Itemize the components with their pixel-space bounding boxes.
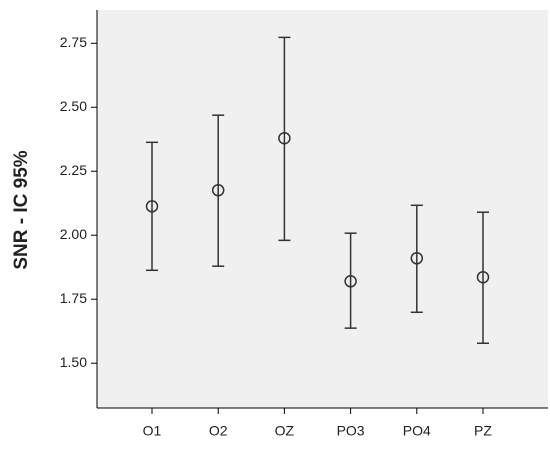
error-bar <box>146 141 158 272</box>
x-tick-label: PO3 <box>337 423 365 439</box>
y-tick-label: 1.50 <box>60 354 87 370</box>
mean-marker <box>344 275 357 288</box>
y-tick-label: 2.50 <box>60 98 87 114</box>
y-tick-label: 2.00 <box>60 226 87 242</box>
x-tick-label: O2 <box>209 423 228 439</box>
mean-marker <box>410 252 424 265</box>
x-tick-label: O1 <box>143 423 162 439</box>
mean-marker <box>145 200 159 213</box>
x-tick-label: OZ <box>275 423 295 439</box>
y-tick-label: 2.25 <box>60 162 87 178</box>
y-axis-label: SNR - IC 95% <box>11 150 32 269</box>
error-bar <box>477 211 489 344</box>
x-tick-label: PO4 <box>403 423 431 439</box>
error-bar <box>278 36 291 242</box>
mean-marker <box>278 131 291 145</box>
error-bar <box>212 114 225 267</box>
y-tick-label: 2.75 <box>60 34 87 50</box>
error-bar <box>344 232 357 329</box>
y-tick-label: 1.75 <box>60 290 87 306</box>
mean-marker <box>476 270 490 284</box>
x-tick-label: PZ <box>474 423 492 439</box>
plot-area <box>97 10 548 408</box>
error-bar <box>410 204 423 314</box>
mean-marker <box>211 183 225 197</box>
